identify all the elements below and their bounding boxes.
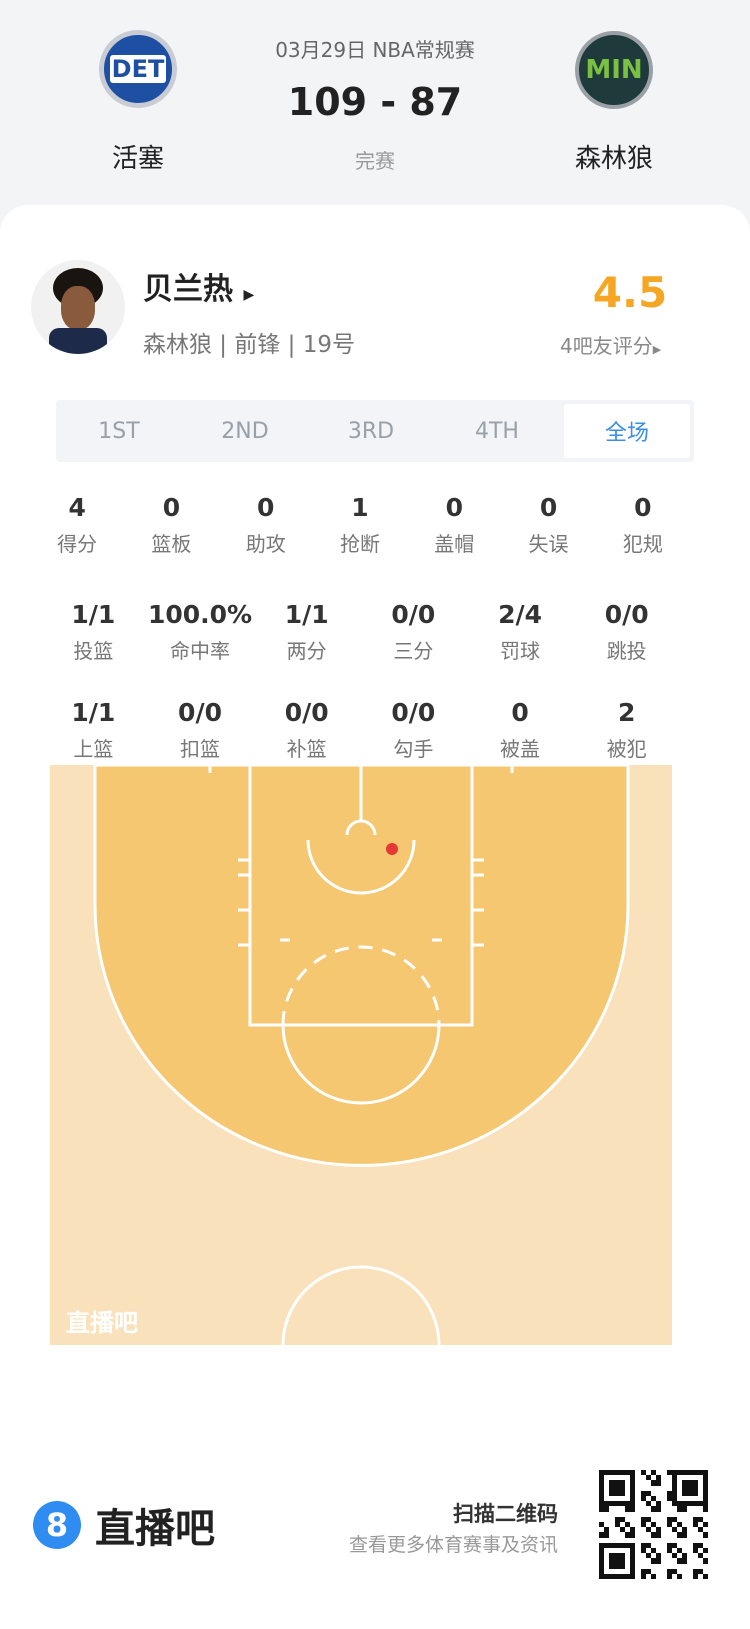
stat-label: 两分 (286, 639, 327, 663)
court-watermark: 直播吧 (66, 1309, 138, 1337)
stat-label: 扣篮 (180, 737, 220, 761)
player-avatar[interactable] (31, 260, 125, 354)
stat-label: 补篮 (286, 737, 327, 761)
player-rating: 4.5 (592, 268, 668, 317)
stat-value: 1/1 (71, 600, 116, 629)
stat-label: 跳投 (606, 639, 647, 663)
stats-row-shot-types: 1/1 上篮 0/0 扣篮 0/0 补篮 0/0 勾手 0 被盖 2 被犯 (40, 698, 680, 762)
footer-brand: 8 直播吧 (33, 1496, 215, 1554)
stat-cell: 2 被犯 (573, 698, 680, 762)
shot-chart-court: 直播吧 (50, 765, 672, 1345)
stat-label: 盖帽 (434, 532, 475, 556)
stat-cell: 0/0 跳投 (573, 600, 680, 664)
three-point-line (93, 765, 630, 1167)
footer-scan-title: 扫描二维码 (453, 1502, 558, 1526)
stat-cell: 100.0% 命中率 (147, 600, 254, 664)
stat-label: 助攻 (245, 532, 286, 556)
stat-cell: 2/4 罚球 (467, 600, 574, 664)
match-score: 109 - 87 (287, 80, 463, 124)
stat-cell: 1/1 投篮 (40, 600, 147, 664)
stat-value: 4 (68, 493, 86, 522)
brand-logo-icon: 8 (33, 1501, 81, 1549)
stat-label: 上篮 (73, 737, 114, 761)
det-logo[interactable]: DET (99, 30, 177, 108)
stat-label: 命中率 (170, 639, 230, 663)
footer-scan-sub: 查看更多体育赛事及资讯 (348, 1534, 558, 1556)
stat-value: 1/1 (71, 698, 116, 727)
period-tabs: 1ST 2ND 3RD 4TH 全场 (56, 400, 694, 462)
stat-value: 0/0 (604, 600, 649, 629)
stat-cell: 0 篮板 (124, 493, 218, 557)
tab-4th[interactable]: 4TH (475, 418, 519, 444)
stat-value: 1/1 (284, 600, 329, 629)
stat-cell: 1 抢断 (313, 493, 407, 557)
stat-value: 0 (634, 493, 652, 522)
tab-1st[interactable]: 1ST (98, 418, 140, 444)
stats-row-shooting: 1/1 投篮 100.0% 命中率 1/1 两分 0/0 三分 2/4 罚球 0/0 跳投 (40, 600, 680, 664)
free-throw-circle (281, 1024, 441, 1105)
stat-value: 0 (511, 698, 529, 727)
shot-made-dot (386, 843, 398, 855)
qr-code[interactable] (599, 1470, 709, 1580)
stat-label: 被犯 (606, 737, 647, 761)
stat-cell: 4 得分 (30, 493, 124, 557)
min-logo[interactable]: MIN (575, 31, 653, 109)
stat-value: 0/0 (178, 698, 222, 727)
caret-right-icon: ▶ (243, 287, 255, 303)
rim (345, 819, 377, 836)
stat-label: 得分 (57, 532, 98, 556)
away-team-name[interactable]: 森林狼 (574, 144, 653, 174)
stat-value: 0/0 (391, 600, 436, 629)
stat-cell: 0 助攻 (219, 493, 313, 557)
paint (248, 765, 474, 1027)
stat-value: 0/0 (284, 698, 329, 727)
stat-cell: 0/0 三分 (360, 600, 467, 664)
stat-cell: 1/1 两分 (253, 600, 360, 664)
stat-value: 2 (617, 698, 636, 727)
stat-value: 0 (257, 493, 275, 522)
stat-cell: 0 犯规 (596, 493, 690, 557)
match-status: 完赛 (355, 149, 395, 173)
match-date-league: 03月29日 NBA常规赛 (275, 38, 475, 62)
stat-label: 投篮 (73, 639, 114, 663)
stat-cell: 0/0 勾手 (360, 698, 467, 762)
player-info: 森林狼 | 前锋 | 19号 (143, 332, 356, 358)
stat-cell: 0/0 补篮 (253, 698, 360, 762)
stat-label: 勾手 (393, 737, 434, 761)
stat-label: 被盖 (500, 737, 541, 761)
stat-cell: 1/1 上篮 (40, 698, 147, 762)
rating-link[interactable]: 4吧友评分▶ (560, 334, 662, 358)
stat-value: 0/0 (391, 698, 436, 727)
stat-cell: 0/0 扣篮 (147, 698, 254, 762)
tab-full-game[interactable]: 全场 (564, 404, 690, 458)
tab-2nd[interactable]: 2ND (221, 418, 269, 444)
stat-value: 0 (445, 493, 463, 522)
home-team-name[interactable]: 活塞 (111, 144, 164, 174)
stat-value: 0 (162, 493, 181, 522)
restricted-area (306, 839, 416, 895)
stats-row-basic: 4 得分 0 篮板 0 助攻 1 抢断 0 盖帽 0 失误 0 犯规 (30, 493, 690, 557)
stat-value: 1 (351, 493, 369, 522)
stat-label: 篮板 (151, 532, 192, 556)
stat-label: 犯规 (622, 532, 663, 556)
stat-cell: 0 盖帽 (407, 493, 501, 557)
caret-right-icon: ▶ (652, 343, 662, 356)
center-circle (281, 1265, 441, 1345)
stat-value: 0 (539, 493, 558, 522)
player-name[interactable]: 贝兰热 ▶ (143, 272, 255, 307)
tab-3rd[interactable]: 3RD (347, 418, 395, 444)
stat-value: 100.0% (147, 600, 253, 629)
stat-cell: 0 被盖 (467, 698, 574, 762)
stat-cell: 0 失误 (501, 493, 595, 557)
stat-label: 三分 (393, 639, 434, 663)
stat-label: 抢断 (339, 532, 380, 556)
stat-label: 失误 (528, 532, 569, 556)
stat-value: 2/4 (498, 600, 542, 629)
free-throw-circle-dashed (281, 945, 441, 1026)
stat-label: 罚球 (500, 639, 541, 663)
